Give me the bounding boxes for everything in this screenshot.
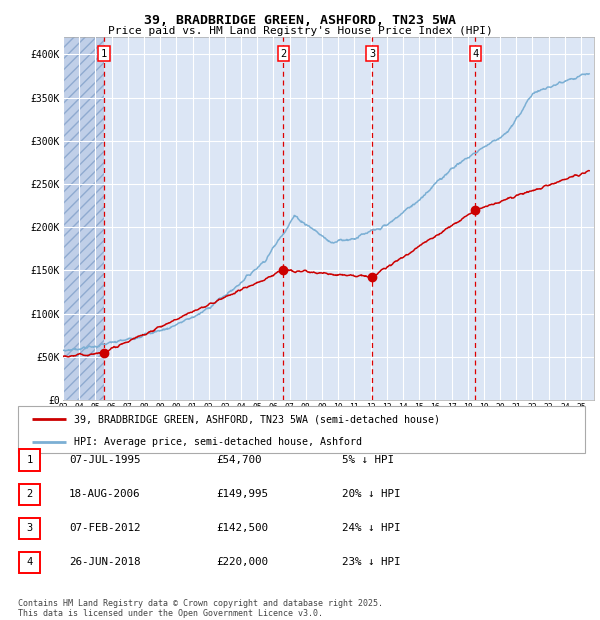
Text: 18-AUG-2006: 18-AUG-2006 xyxy=(69,489,140,499)
Text: £149,995: £149,995 xyxy=(216,489,268,499)
Text: 26-JUN-2018: 26-JUN-2018 xyxy=(69,557,140,567)
Text: 23% ↓ HPI: 23% ↓ HPI xyxy=(342,557,401,567)
Text: 39, BRADBRIDGE GREEN, ASHFORD, TN23 5WA (semi-detached house): 39, BRADBRIDGE GREEN, ASHFORD, TN23 5WA … xyxy=(74,414,440,424)
Text: Contains HM Land Registry data © Crown copyright and database right 2025.
This d: Contains HM Land Registry data © Crown c… xyxy=(18,599,383,618)
Text: 2: 2 xyxy=(280,48,287,58)
FancyBboxPatch shape xyxy=(19,518,40,539)
Bar xyxy=(63,37,104,400)
FancyBboxPatch shape xyxy=(19,450,40,471)
Text: 1: 1 xyxy=(26,455,32,465)
Text: £142,500: £142,500 xyxy=(216,523,268,533)
Text: 39, BRADBRIDGE GREEN, ASHFORD, TN23 5WA: 39, BRADBRIDGE GREEN, ASHFORD, TN23 5WA xyxy=(144,14,456,27)
Text: HPI: Average price, semi-detached house, Ashford: HPI: Average price, semi-detached house,… xyxy=(74,437,362,448)
Text: 07-FEB-2012: 07-FEB-2012 xyxy=(69,523,140,533)
Text: 3: 3 xyxy=(26,523,32,533)
Text: 24% ↓ HPI: 24% ↓ HPI xyxy=(342,523,401,533)
Text: 2: 2 xyxy=(26,489,32,499)
FancyBboxPatch shape xyxy=(19,552,40,573)
FancyBboxPatch shape xyxy=(18,406,585,453)
FancyBboxPatch shape xyxy=(19,484,40,505)
Text: 20% ↓ HPI: 20% ↓ HPI xyxy=(342,489,401,499)
Text: Price paid vs. HM Land Registry's House Price Index (HPI): Price paid vs. HM Land Registry's House … xyxy=(107,26,493,36)
Text: £54,700: £54,700 xyxy=(216,455,262,465)
Text: £220,000: £220,000 xyxy=(216,557,268,567)
Bar xyxy=(63,37,104,400)
Text: 07-JUL-1995: 07-JUL-1995 xyxy=(69,455,140,465)
Text: 4: 4 xyxy=(472,48,479,58)
Text: 5% ↓ HPI: 5% ↓ HPI xyxy=(342,455,394,465)
Text: 3: 3 xyxy=(369,48,375,58)
Text: 4: 4 xyxy=(26,557,32,567)
Text: 1: 1 xyxy=(101,48,107,58)
